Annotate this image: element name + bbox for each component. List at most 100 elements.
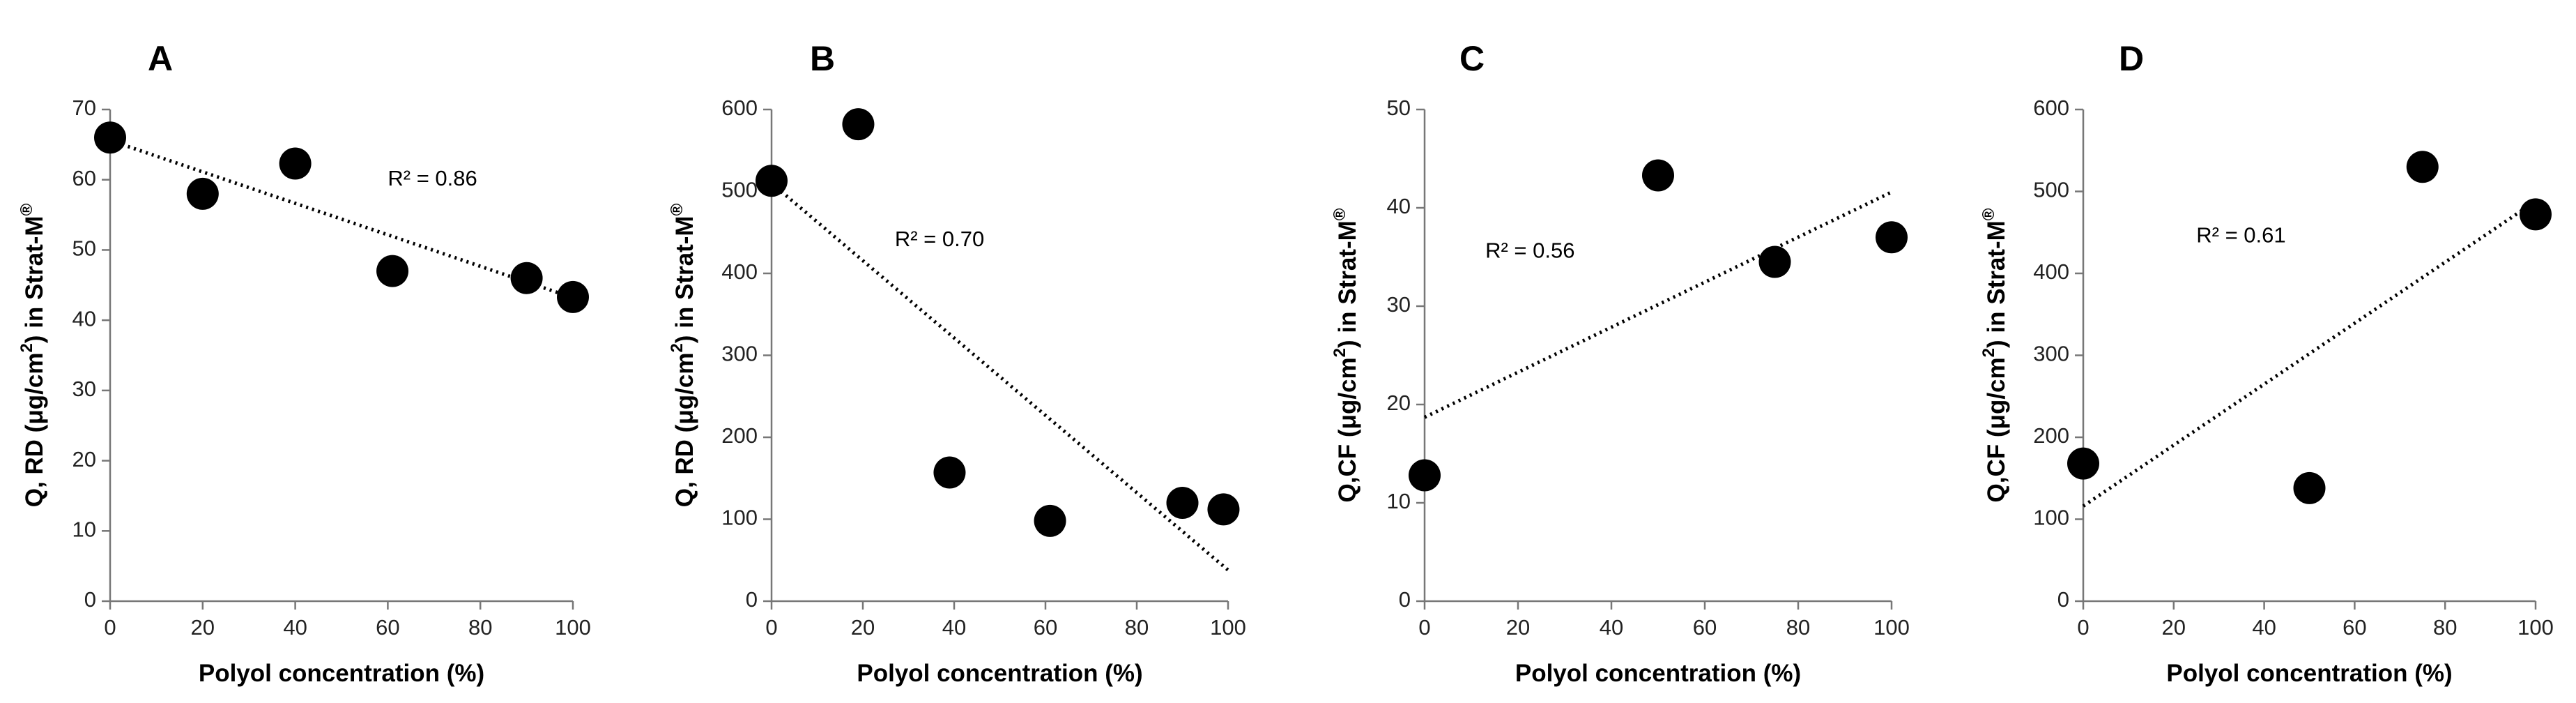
y-axis-label: Q, RD (μg/cm2) in Strat-M® — [17, 203, 48, 507]
trend-line — [770, 181, 1229, 572]
y-tick-label: 100 — [2033, 506, 2069, 530]
y-tick-label: 30 — [1387, 292, 1411, 317]
y-axis-label-mid: ) in Strat-M — [21, 216, 48, 343]
x-tick-label: 60 — [1693, 615, 1717, 640]
y-tick-label: 600 — [2033, 96, 2069, 120]
y-tick-label: 50 — [72, 236, 96, 261]
r-squared-annotation: R² = 0.56 — [1485, 239, 1574, 263]
y-tick-label: 50 — [1387, 96, 1411, 120]
panel-letter: B — [810, 39, 835, 78]
y-axis-label-sup: 2 — [1331, 348, 1349, 357]
data-point — [2406, 151, 2439, 183]
data-point — [186, 177, 219, 210]
y-tick-label: 40 — [1387, 194, 1411, 218]
x-axis-label: Polyol concentration (%) — [1515, 660, 1801, 687]
data-point — [2067, 447, 2099, 480]
x-tick-label: 80 — [1786, 615, 1810, 640]
x-tick-label: 60 — [376, 615, 399, 640]
data-point — [1876, 221, 1908, 254]
trend-line — [1423, 190, 1893, 419]
y-tick-label: 60 — [72, 166, 96, 190]
y-tick-label: 300 — [2033, 342, 2069, 366]
chart-panel-a: A 0 10 20 30 40 50 60 70 0 20 40 60 80 100 Polyol conce… — [17, 39, 591, 687]
x-tick-label: 80 — [2433, 615, 2457, 640]
y-tick-label: 200 — [2033, 423, 2069, 448]
y-tick-label: 0 — [746, 587, 758, 612]
x-tick-label: 80 — [1125, 615, 1149, 640]
data-point — [1642, 159, 1674, 192]
data-point — [2293, 471, 2326, 504]
y-axis-label-sup: 2 — [668, 343, 687, 352]
y-axis-label: Q, RD (μg/cm2) in Strat-M® — [668, 203, 698, 507]
data-point — [279, 147, 312, 180]
trend-line — [109, 138, 574, 300]
y-tick-label: 200 — [721, 423, 758, 448]
x-tick-label: 60 — [1034, 615, 1057, 640]
data-point — [376, 255, 409, 287]
x-tick-label: 0 — [765, 615, 777, 640]
y-axis-label-reg: ® — [1979, 208, 1998, 220]
panel-letter: C — [1459, 39, 1485, 78]
y-axis-label-reg: ® — [1331, 208, 1349, 220]
chart-panel-b: B 0 100 200 300 400 500 600 0 20 40 60 80 100 Polyol c… — [668, 39, 1246, 687]
x-tick-label: 40 — [283, 615, 307, 640]
y-tick-label: 10 — [1387, 489, 1411, 513]
y-axis-label-mid: ) in Strat-M — [671, 216, 698, 343]
y-tick-label: 400 — [721, 259, 758, 284]
data-point — [842, 108, 875, 141]
x-axis-label: Polyol concentration (%) — [2166, 660, 2452, 687]
y-tick-label: 100 — [721, 506, 758, 530]
y-tick-label: 40 — [72, 306, 96, 331]
x-tick-label: 60 — [2343, 615, 2366, 640]
y-axis-label-reg: ® — [17, 203, 36, 216]
x-tick-label: 0 — [1418, 615, 1430, 640]
x-tick-label: 100 — [2517, 615, 2554, 640]
y-axis-label-main: Q, RD (μg/cm — [21, 353, 48, 508]
x-axis-label: Polyol concentration (%) — [857, 660, 1142, 687]
data-point — [94, 121, 126, 154]
data-point — [1034, 504, 1066, 537]
data-point — [1409, 459, 1441, 492]
data-point — [557, 280, 589, 313]
x-tick-label: 100 — [1210, 615, 1246, 640]
x-tick-label: 80 — [468, 615, 492, 640]
y-tick-label: 400 — [2033, 259, 2069, 284]
x-tick-label: 20 — [191, 615, 215, 640]
y-tick-label: 0 — [1399, 587, 1411, 612]
data-point — [933, 456, 966, 489]
x-tick-label: 40 — [2252, 615, 2276, 640]
x-axis-label: Polyol concentration (%) — [199, 660, 484, 687]
y-axis-label-sup: 2 — [1979, 348, 1998, 357]
y-tick-label: 300 — [721, 342, 758, 366]
y-tick-label: 10 — [72, 517, 96, 541]
x-tick-label: 20 — [2162, 615, 2186, 640]
x-tick-label: 100 — [1873, 615, 1910, 640]
panel-letter: D — [2119, 39, 2144, 78]
y-tick-label: 500 — [2033, 178, 2069, 202]
data-point — [2520, 198, 2552, 231]
y-tick-label: 20 — [72, 447, 96, 471]
data-point — [510, 262, 543, 294]
y-axis-label-mid: ) in Strat-M — [1983, 220, 2010, 348]
y-tick-label: 30 — [72, 377, 96, 401]
y-tick-label: 0 — [84, 587, 96, 612]
trend-line — [2082, 199, 2537, 508]
r-squared-annotation: R² = 0.61 — [2196, 222, 2285, 247]
y-axis-label-sup: 2 — [17, 343, 36, 352]
x-tick-label: 20 — [1506, 615, 1530, 640]
panel-letter: A — [148, 39, 173, 78]
y-axis-label: Q,CF (μg/cm2) in Strat-M® — [1331, 208, 1361, 502]
y-axis-label-main: Q,CF (μg/cm — [1334, 357, 1361, 502]
data-point — [1758, 245, 1791, 278]
y-axis-label-main: Q,CF (μg/cm — [1983, 357, 2010, 502]
x-tick-label: 20 — [851, 615, 875, 640]
y-tick-label: 70 — [72, 96, 96, 120]
y-axis-label-main: Q, RD (μg/cm — [671, 353, 698, 508]
x-tick-label: 0 — [104, 615, 116, 640]
y-axis-label-reg: ® — [668, 203, 687, 216]
y-tick-label: 500 — [721, 178, 758, 202]
y-tick-label: 600 — [721, 96, 758, 120]
x-tick-label: 40 — [1600, 615, 1623, 640]
x-tick-label: 0 — [2077, 615, 2089, 640]
y-axis-label: Q,CF (μg/cm2) in Strat-M® — [1979, 208, 2010, 502]
